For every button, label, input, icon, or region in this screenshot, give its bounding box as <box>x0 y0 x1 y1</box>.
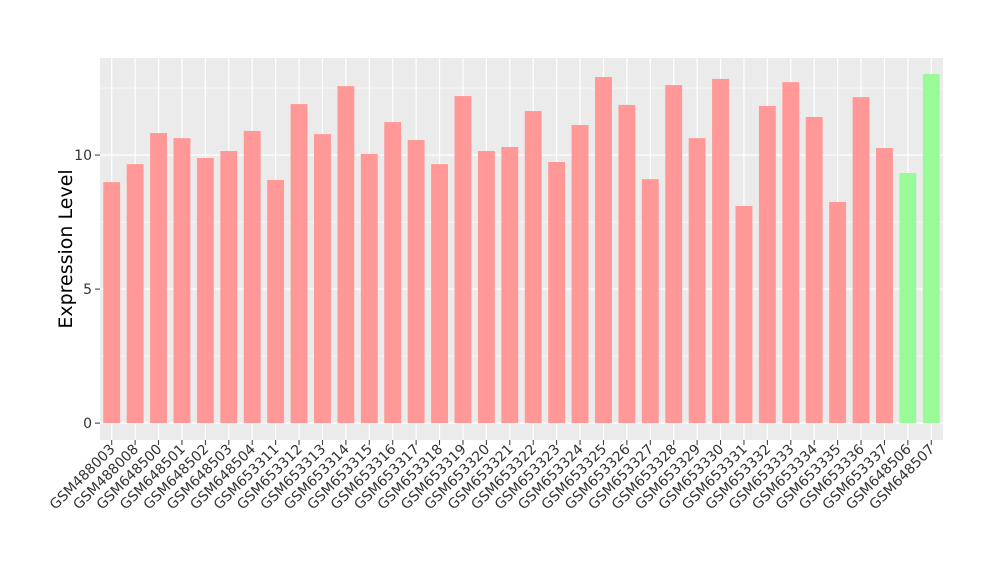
bar <box>267 179 285 424</box>
bar <box>548 162 566 424</box>
bar <box>384 122 402 424</box>
bar <box>243 130 261 424</box>
bar <box>220 151 238 424</box>
bar <box>688 138 706 424</box>
bar <box>454 96 472 424</box>
bar <box>337 86 355 424</box>
bar <box>829 201 847 424</box>
bar <box>735 205 753 424</box>
bar <box>103 182 121 424</box>
bar <box>922 74 940 424</box>
bar <box>758 105 776 424</box>
bar <box>641 179 659 424</box>
bar <box>876 148 893 424</box>
bar <box>173 138 191 424</box>
bar <box>360 153 378 424</box>
bar <box>805 116 823 424</box>
y-axis-label: Expression Level <box>55 169 77 328</box>
bar <box>431 164 448 424</box>
bar <box>571 125 589 424</box>
bar <box>290 104 308 424</box>
y-tick-label: 5 <box>83 282 92 298</box>
bar <box>852 97 870 424</box>
bar <box>665 85 683 424</box>
bar <box>126 164 144 424</box>
bar <box>899 173 917 424</box>
bar <box>477 151 495 424</box>
bar <box>782 82 800 424</box>
bar <box>712 78 729 424</box>
bar <box>407 140 425 424</box>
y-tick-label: 10 <box>74 148 92 164</box>
bar <box>595 77 612 424</box>
bar <box>501 146 519 424</box>
bar <box>618 104 636 424</box>
bar <box>524 111 542 424</box>
y-tick-label: 0 <box>83 416 92 432</box>
bar <box>196 157 214 424</box>
bar <box>150 133 167 424</box>
panel <box>100 58 943 440</box>
bar <box>314 134 331 424</box>
